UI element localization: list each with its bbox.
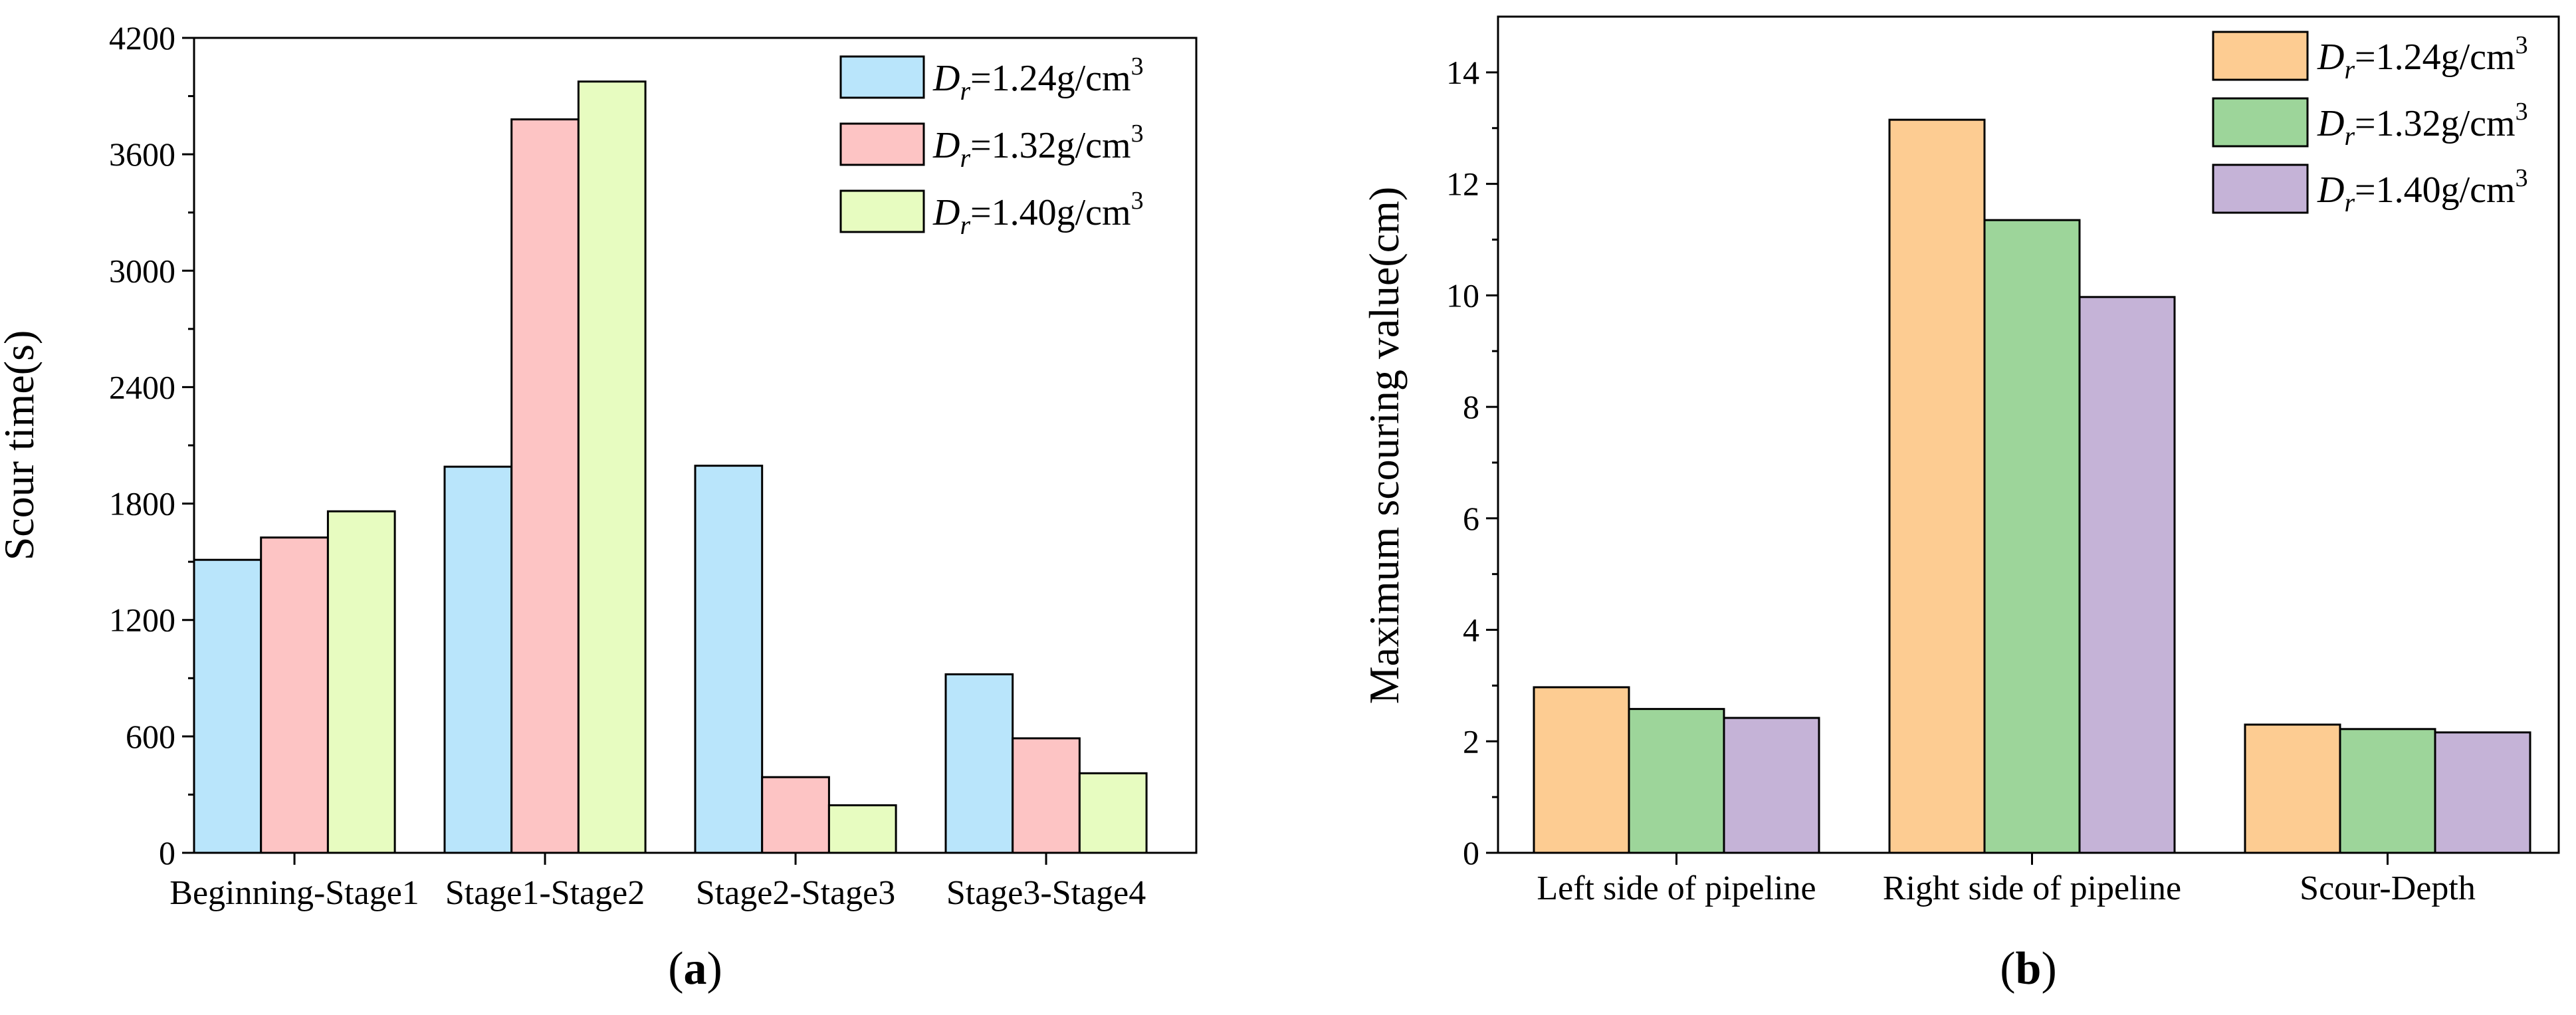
y-tick-label: 4 [1463,612,1479,649]
x-tick-label: Beginning-Stage1 [169,874,419,912]
panel-label: (a) [668,943,722,994]
legend-label: Dr=1.40g/cm3 [932,187,1144,240]
bar [944,673,1014,854]
y-tick-label: 2400 [109,368,175,405]
panel-label: (b) [2000,943,2057,994]
bar [2339,728,2436,854]
legend-swatch [2212,164,2309,214]
bar [694,465,764,854]
x-tick-label: Scour-Depth [2300,869,2476,907]
x-tick-label: Stage3-Stage4 [946,874,1146,912]
y-tick-label: 14 [1446,54,1479,91]
y-tick-label: 3000 [109,252,175,289]
bar [761,776,830,854]
bar [326,510,396,854]
bar [2434,731,2531,854]
x-tick-label: Right side of pipeline [1883,869,2181,907]
legend-item: Dr=1.32g/cm3 [839,120,1144,173]
x-tick-label: Stage2-Stage3 [696,874,895,912]
legend-item: Dr=1.24g/cm3 [2212,31,2528,84]
y-tick-label: 10 [1446,277,1479,314]
bar [510,118,580,854]
legend-label: Dr=1.24g/cm3 [2317,31,2528,84]
y-tick-label: 4200 [109,19,175,56]
x-tick-label: Stage1-Stage2 [445,874,645,912]
legend-item: Dr=1.40g/cm3 [2212,164,2528,217]
y-axis-label: Scour time(s) [0,330,43,561]
legend-label: Dr=1.40g/cm3 [2317,164,2528,217]
bar [1723,717,1820,854]
legend-swatch [2212,31,2309,81]
y-tick-label: 0 [159,834,175,871]
bar [827,804,897,854]
bar [2078,296,2176,854]
legend-swatch [839,122,925,166]
legend-label: Dr=1.32g/cm3 [2317,98,2528,151]
x-tick-label: Left side of pipeline [1537,869,1816,907]
bar [1628,708,1725,854]
bar [1078,772,1148,854]
legend-item: Dr=1.40g/cm3 [839,187,1144,240]
y-tick-label: 2 [1463,723,1479,760]
legend-item: Dr=1.32g/cm3 [2212,97,2528,151]
y-tick-label: 12 [1446,166,1479,203]
y-tick-label: 6 [1463,500,1479,537]
chart-panel-b: 0 2 4 6 8 10 12 14 Maximum scouring value(cm) Lef… [1360,15,2560,994]
y-tick-label: 1200 [109,602,175,639]
bar [193,558,263,854]
bar [443,465,513,854]
y-tick-label: 8 [1463,388,1479,425]
chart-panel-a: 0 600 1200 1800 2400 3000 3600 4200 Scour time(s… [0,19,1198,994]
legend-label: Dr=1.24g/cm3 [932,53,1144,106]
y-tick-label: 1800 [109,485,175,522]
legend-label: Dr=1.32g/cm3 [932,120,1144,173]
legend-swatch [839,189,925,233]
bar [260,536,329,854]
y-axis-label: Maximum scouring value(cm) [1360,187,1408,704]
y-tick-label: 0 [1463,834,1479,871]
bar [2244,723,2341,854]
bar [1533,686,1630,854]
y-tick-label: 3600 [109,136,175,173]
legend-item: Dr=1.24g/cm3 [839,53,1144,106]
bar [1888,118,1986,854]
bar [577,80,647,854]
bar [1983,219,2081,854]
bar [1012,737,1081,854]
legend-swatch [2212,97,2309,148]
legend-swatch [839,55,925,99]
y-tick-label: 600 [126,718,175,755]
